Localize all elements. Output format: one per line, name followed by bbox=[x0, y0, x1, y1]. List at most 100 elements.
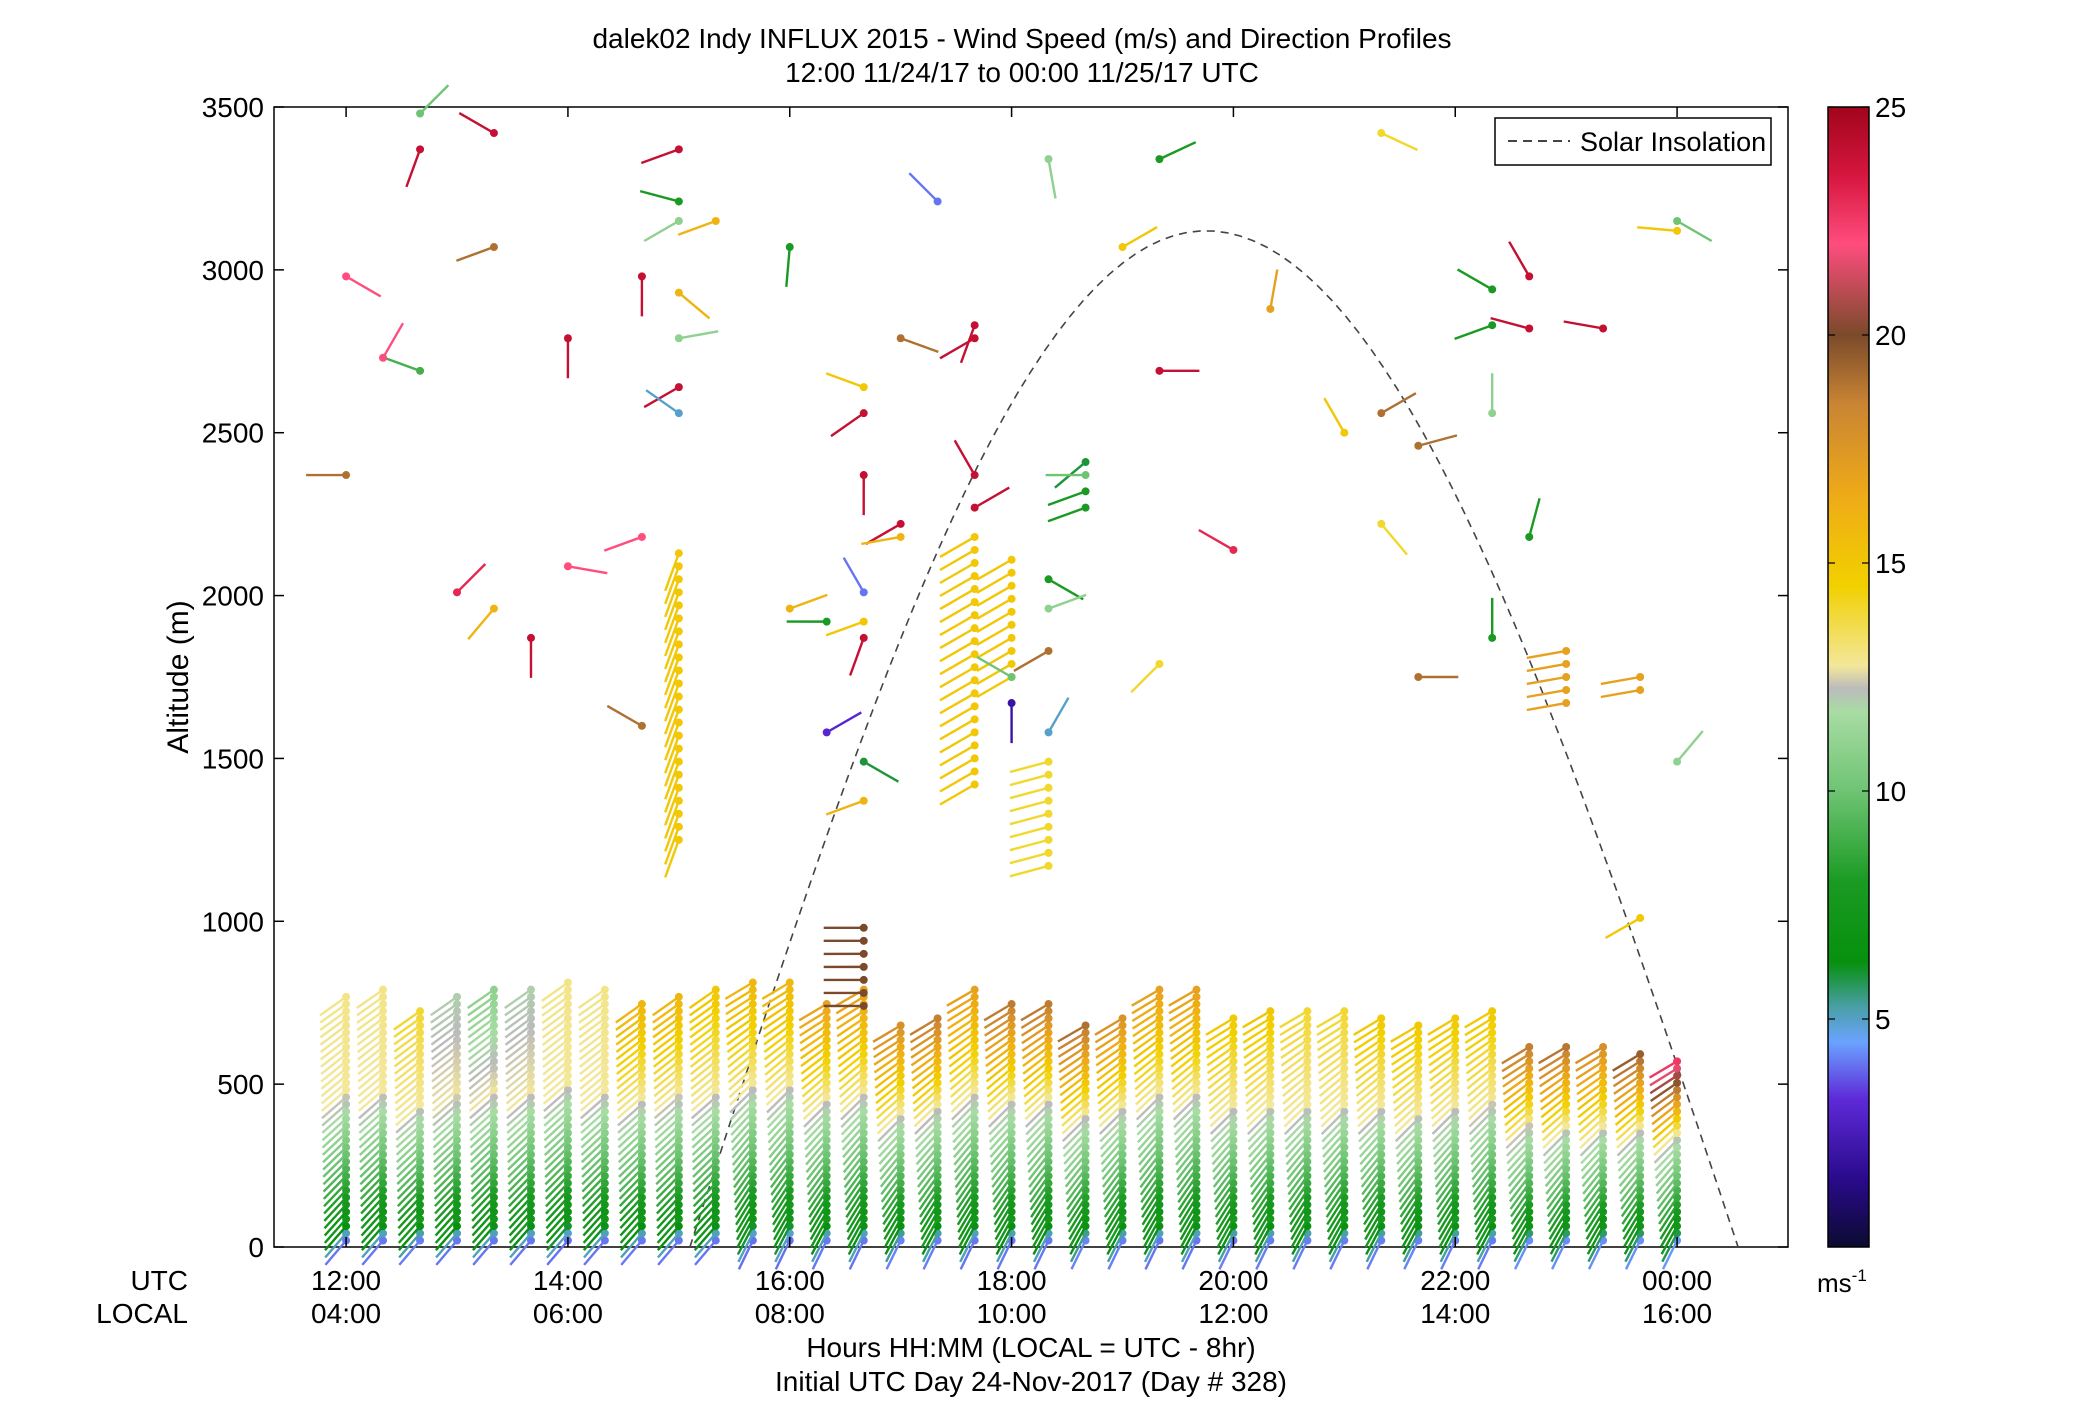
wind-barb-shaft bbox=[731, 1132, 754, 1159]
wind-barb-dot bbox=[785, 1007, 794, 1016]
wind-barb-shaft bbox=[431, 1060, 458, 1083]
wind-barb-shaft bbox=[1465, 1038, 1493, 1060]
wind-barb-shaft bbox=[615, 1031, 643, 1053]
wind-barb-shaft bbox=[1577, 1089, 1604, 1111]
wind-barb-shaft bbox=[1316, 1024, 1345, 1044]
wind-barb-dot bbox=[1192, 1100, 1201, 1109]
wind-barb-dot bbox=[1266, 1064, 1275, 1073]
wind-barb-shaft bbox=[1328, 1232, 1346, 1263]
wind-barb-shaft bbox=[939, 718, 976, 741]
wind-barb-shaft bbox=[1587, 1239, 1605, 1270]
wind-barb-shaft bbox=[1249, 1153, 1272, 1181]
wind-barb-shaft bbox=[1131, 1002, 1161, 1023]
wind-barb-shaft bbox=[1621, 1204, 1642, 1233]
wind-barb-shaft bbox=[1621, 1196, 1642, 1225]
wind-barb-shaft bbox=[468, 1089, 495, 1112]
wind-barb-dot bbox=[711, 1179, 720, 1188]
wind-barb-shaft bbox=[1210, 1125, 1235, 1151]
wind-barb-dot bbox=[674, 1214, 683, 1223]
wind-barb-dot bbox=[1525, 1114, 1534, 1123]
wind-barb-dot bbox=[785, 1071, 794, 1080]
wind-barb-shaft bbox=[654, 1124, 680, 1149]
wind-barb-shaft bbox=[654, 1139, 680, 1164]
wind-barb-shaft bbox=[582, 1218, 606, 1244]
wind-barb-dot bbox=[711, 1207, 720, 1216]
wind-barb-shaft bbox=[434, 1203, 458, 1230]
wind-barb-dot bbox=[637, 1214, 646, 1223]
wind-barb-shaft bbox=[579, 1081, 606, 1105]
wind-barb-shaft bbox=[1477, 1239, 1494, 1270]
wind-barb-shaft bbox=[431, 1046, 458, 1068]
wind-barb-dot bbox=[1081, 1028, 1090, 1037]
wind-barb-dot bbox=[970, 598, 979, 607]
wind-barb-dot bbox=[933, 1086, 942, 1095]
wind-barb-dot bbox=[563, 1100, 572, 1109]
wind-barb-dot bbox=[1377, 409, 1386, 418]
wind-barb-shaft bbox=[616, 1081, 643, 1105]
wind-barb-shaft bbox=[1141, 1196, 1161, 1226]
wind-barb-dot bbox=[1303, 1028, 1312, 1037]
wind-barb-shaft bbox=[656, 1203, 680, 1230]
wind-barb-shaft bbox=[432, 1096, 458, 1120]
wind-barb-shaft bbox=[1291, 1225, 1309, 1255]
wind-barb-shaft bbox=[772, 1204, 791, 1233]
wind-barb-shaft bbox=[959, 1239, 976, 1270]
wind-barb-shaft bbox=[1246, 1103, 1272, 1128]
wind-barb-dot bbox=[748, 1157, 757, 1166]
wind-barb-dot bbox=[1118, 1107, 1127, 1116]
wind-barb-shaft bbox=[1067, 1196, 1087, 1226]
wind-barb-dot bbox=[600, 1229, 609, 1238]
wind-barb-dot bbox=[1414, 1114, 1423, 1123]
wind-barb-dot bbox=[748, 1028, 757, 1037]
wind-barb-dot bbox=[674, 1021, 683, 1030]
wind-barb-shaft bbox=[807, 1182, 828, 1211]
wind-barb-shaft bbox=[1255, 1239, 1272, 1270]
wind-barb-shaft bbox=[845, 1196, 865, 1226]
wind-barb-dot bbox=[1044, 770, 1053, 779]
wind-barb-shaft bbox=[1179, 1211, 1198, 1241]
wind-barb-shaft bbox=[653, 1067, 680, 1090]
wind-barb-dot bbox=[342, 1021, 351, 1030]
wind-barb-shaft bbox=[643, 386, 680, 409]
wind-barb-shaft bbox=[1502, 1074, 1530, 1096]
wind-barb-shaft bbox=[431, 1089, 458, 1112]
wind-barb-shaft bbox=[1380, 523, 1408, 556]
wind-barb-shaft bbox=[727, 1053, 754, 1076]
wind-barb-dot bbox=[1340, 1050, 1349, 1059]
wind-barb-shaft bbox=[1473, 1189, 1494, 1218]
wind-barb-shaft bbox=[976, 584, 1013, 607]
wind-barb-dot bbox=[896, 1028, 905, 1037]
wind-barb-shaft bbox=[1549, 1218, 1568, 1248]
wind-barb-dot bbox=[416, 145, 425, 154]
wind-barb-dot bbox=[1192, 1028, 1201, 1037]
wind-barb-dot bbox=[1007, 699, 1016, 708]
wind-barb-dot bbox=[674, 288, 683, 297]
wind-barb-shaft bbox=[804, 1132, 828, 1158]
wind-barb-shaft bbox=[1620, 1189, 1642, 1218]
wind-barb-dot bbox=[1377, 1071, 1386, 1080]
wind-barb-dot bbox=[453, 1164, 462, 1173]
wind-barb-dot bbox=[637, 1193, 646, 1202]
wind-barb-shaft bbox=[691, 1103, 717, 1127]
wind-barb-shaft bbox=[1205, 1031, 1235, 1052]
wind-barb-dot bbox=[822, 1157, 831, 1166]
wind-barb-shaft bbox=[1354, 1046, 1382, 1067]
wind-barb-shaft bbox=[430, 1010, 458, 1031]
wind-barb-dot bbox=[859, 1121, 868, 1130]
wind-barb-dot bbox=[1673, 1078, 1682, 1087]
wind-barb-shaft bbox=[984, 1017, 1013, 1037]
wind-barb-dot bbox=[1007, 581, 1016, 590]
wind-barb-shaft bbox=[1622, 1211, 1642, 1240]
wind-barb-shaft bbox=[876, 1110, 902, 1135]
wind-barb-dot bbox=[1081, 1100, 1090, 1109]
wind-barb-shaft bbox=[542, 1060, 569, 1083]
wind-barb-shaft bbox=[653, 1096, 680, 1120]
wind-barb-shaft bbox=[396, 1182, 421, 1208]
wind-barb-shaft bbox=[986, 1067, 1013, 1090]
wind-barb-dot bbox=[970, 1028, 979, 1037]
wind-barb-dot bbox=[748, 985, 757, 994]
wind-barb-shaft bbox=[434, 1218, 458, 1244]
wind-barb-shaft bbox=[918, 1175, 939, 1203]
wind-barb-shaft bbox=[1171, 1074, 1198, 1098]
wind-barb-shaft bbox=[1209, 1096, 1235, 1120]
